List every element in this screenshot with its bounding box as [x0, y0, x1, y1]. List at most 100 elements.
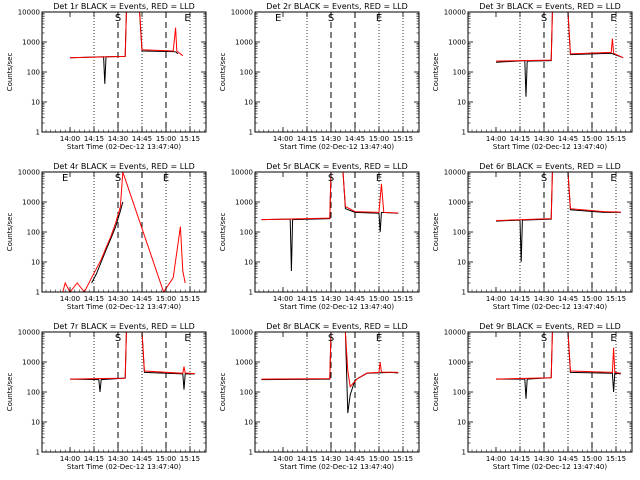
y-tick-label: 1000	[448, 39, 466, 47]
event-marker: E	[275, 13, 281, 24]
y-tick-label: 1000	[22, 39, 40, 47]
x-tick-label: 14:00	[273, 455, 293, 463]
panel-title: Det 7r BLACK = Events, RED = LLD	[53, 322, 195, 331]
panel-title: Det 4r BLACK = Events, RED = LLD	[53, 162, 195, 171]
x-tick-label: 14:00	[486, 135, 506, 143]
y-tick-label: 100	[453, 389, 466, 397]
panel-5: Det 5r BLACK = Events, RED = LLD S E 1 10 100…	[219, 162, 420, 311]
y-tick-label: 10000	[18, 9, 40, 17]
x-tick-label: 14:30	[108, 455, 128, 463]
x-axis-label: Start Time (02-Dec-12 13:47:40)	[493, 303, 607, 311]
series-line-events	[69, 332, 195, 393]
event-marker: S	[115, 13, 121, 24]
series-line-lld	[261, 332, 399, 388]
panel-title: Det 1r BLACK = Events, RED = LLD	[53, 2, 195, 11]
event-marker: S	[328, 13, 334, 24]
x-tick-label: 14:00	[273, 295, 293, 303]
event-marker: E	[376, 333, 382, 344]
y-tick-label: 1000	[448, 199, 466, 207]
event-marker: S	[328, 173, 334, 184]
panel-title: Det 3r BLACK = Events, RED = LLD	[479, 2, 621, 11]
y-tick-label: 1	[249, 129, 253, 137]
y-tick-label: 10000	[18, 329, 40, 337]
event-marker: E	[184, 333, 190, 344]
x-tick-label: 14:15	[510, 295, 530, 303]
y-tick-label: 10	[244, 419, 253, 427]
x-tick-label: 15:00	[369, 295, 389, 303]
series-line-events	[496, 332, 621, 399]
y-axis-label: Counts/sec	[6, 373, 14, 412]
panel-8: Det 8r BLACK = Events, RED = LLD S E 1 10 100…	[219, 322, 420, 471]
series-line-lld	[495, 332, 621, 380]
x-tick-label: 15:00	[582, 455, 602, 463]
x-tick-label: 15:00	[582, 135, 602, 143]
y-tick-label: 10	[457, 99, 466, 107]
event-marker: E	[62, 173, 68, 184]
event-marker: E	[376, 173, 382, 184]
y-tick-label: 10	[244, 99, 253, 107]
event-marker: S	[541, 333, 547, 344]
series-line-lld	[69, 12, 184, 59]
y-axis-label: Counts/sec	[219, 53, 227, 92]
x-tick-label: 14:45	[345, 295, 365, 303]
x-tick-label: 14:15	[84, 455, 104, 463]
x-tick-label: 14:30	[321, 135, 341, 143]
x-tick-label: 14:45	[558, 455, 578, 463]
x-tick-label: 15:15	[180, 295, 200, 303]
y-axis-label: Counts/sec	[432, 53, 440, 92]
x-tick-label: 14:30	[534, 135, 554, 143]
y-tick-label: 10000	[444, 169, 466, 177]
panel-7: Det 7r BLACK = Events, RED = LLD S E 1 10 100…	[6, 322, 207, 471]
event-marker: S	[115, 333, 121, 344]
x-tick-label: 14:00	[486, 455, 506, 463]
y-tick-label: 1	[462, 129, 466, 137]
y-tick-label: 1	[36, 449, 40, 457]
event-marker: E	[610, 173, 616, 184]
x-tick-label: 14:45	[558, 295, 578, 303]
plot-frame	[467, 331, 633, 453]
x-axis-label: Start Time (02-Dec-12 13:47:40)	[67, 463, 181, 471]
event-marker: S	[328, 333, 334, 344]
panel-9: Det 9r BLACK = Events, RED = LLD S E 1 10 100…	[432, 322, 633, 471]
series-line-events	[91, 201, 124, 284]
x-tick-label: 14:30	[108, 295, 128, 303]
x-tick-label: 14:15	[84, 295, 104, 303]
panel-6: Det 6r BLACK = Events, RED = LLD S E 1 10 100…	[432, 162, 633, 311]
x-tick-label: 14:15	[510, 135, 530, 143]
event-marker: E	[610, 333, 616, 344]
y-tick-label: 10	[457, 259, 466, 267]
x-tick-label: 14:00	[60, 295, 80, 303]
x-axis-label: Start Time (02-Dec-12 13:47:40)	[67, 143, 181, 151]
x-tick-label: 14:15	[510, 455, 530, 463]
y-axis-label: Counts/sec	[432, 373, 440, 412]
y-tick-label: 10000	[444, 329, 466, 337]
y-axis-label: Counts/sec	[432, 213, 440, 252]
y-tick-label: 1000	[235, 359, 253, 367]
y-tick-label: 100	[27, 229, 40, 237]
plot-frame	[41, 171, 207, 293]
event-marker: S	[541, 13, 547, 24]
x-axis-label: Start Time (02-Dec-12 13:47:40)	[280, 143, 394, 151]
y-axis-label: Counts/sec	[6, 53, 14, 92]
y-tick-label: 10000	[18, 169, 40, 177]
plot-frame	[41, 11, 207, 133]
x-tick-label: 14:00	[486, 295, 506, 303]
x-axis-label: Start Time (02-Dec-12 13:47:40)	[67, 303, 181, 311]
y-tick-label: 10	[244, 259, 253, 267]
y-tick-label: 10000	[231, 329, 253, 337]
y-tick-label: 10	[31, 259, 40, 267]
series-line-lld	[62, 172, 186, 292]
x-tick-label: 14:15	[297, 295, 317, 303]
series-line-lld	[495, 12, 624, 62]
y-tick-label: 1000	[235, 39, 253, 47]
x-tick-label: 15:15	[180, 455, 200, 463]
y-tick-label: 10000	[231, 169, 253, 177]
plot-frame	[467, 171, 633, 293]
y-tick-label: 1	[36, 129, 40, 137]
event-marker: E	[184, 13, 190, 24]
event-marker: E	[610, 13, 616, 24]
y-tick-label: 10	[31, 419, 40, 427]
x-tick-label: 15:00	[156, 295, 176, 303]
x-tick-label: 14:30	[534, 295, 554, 303]
